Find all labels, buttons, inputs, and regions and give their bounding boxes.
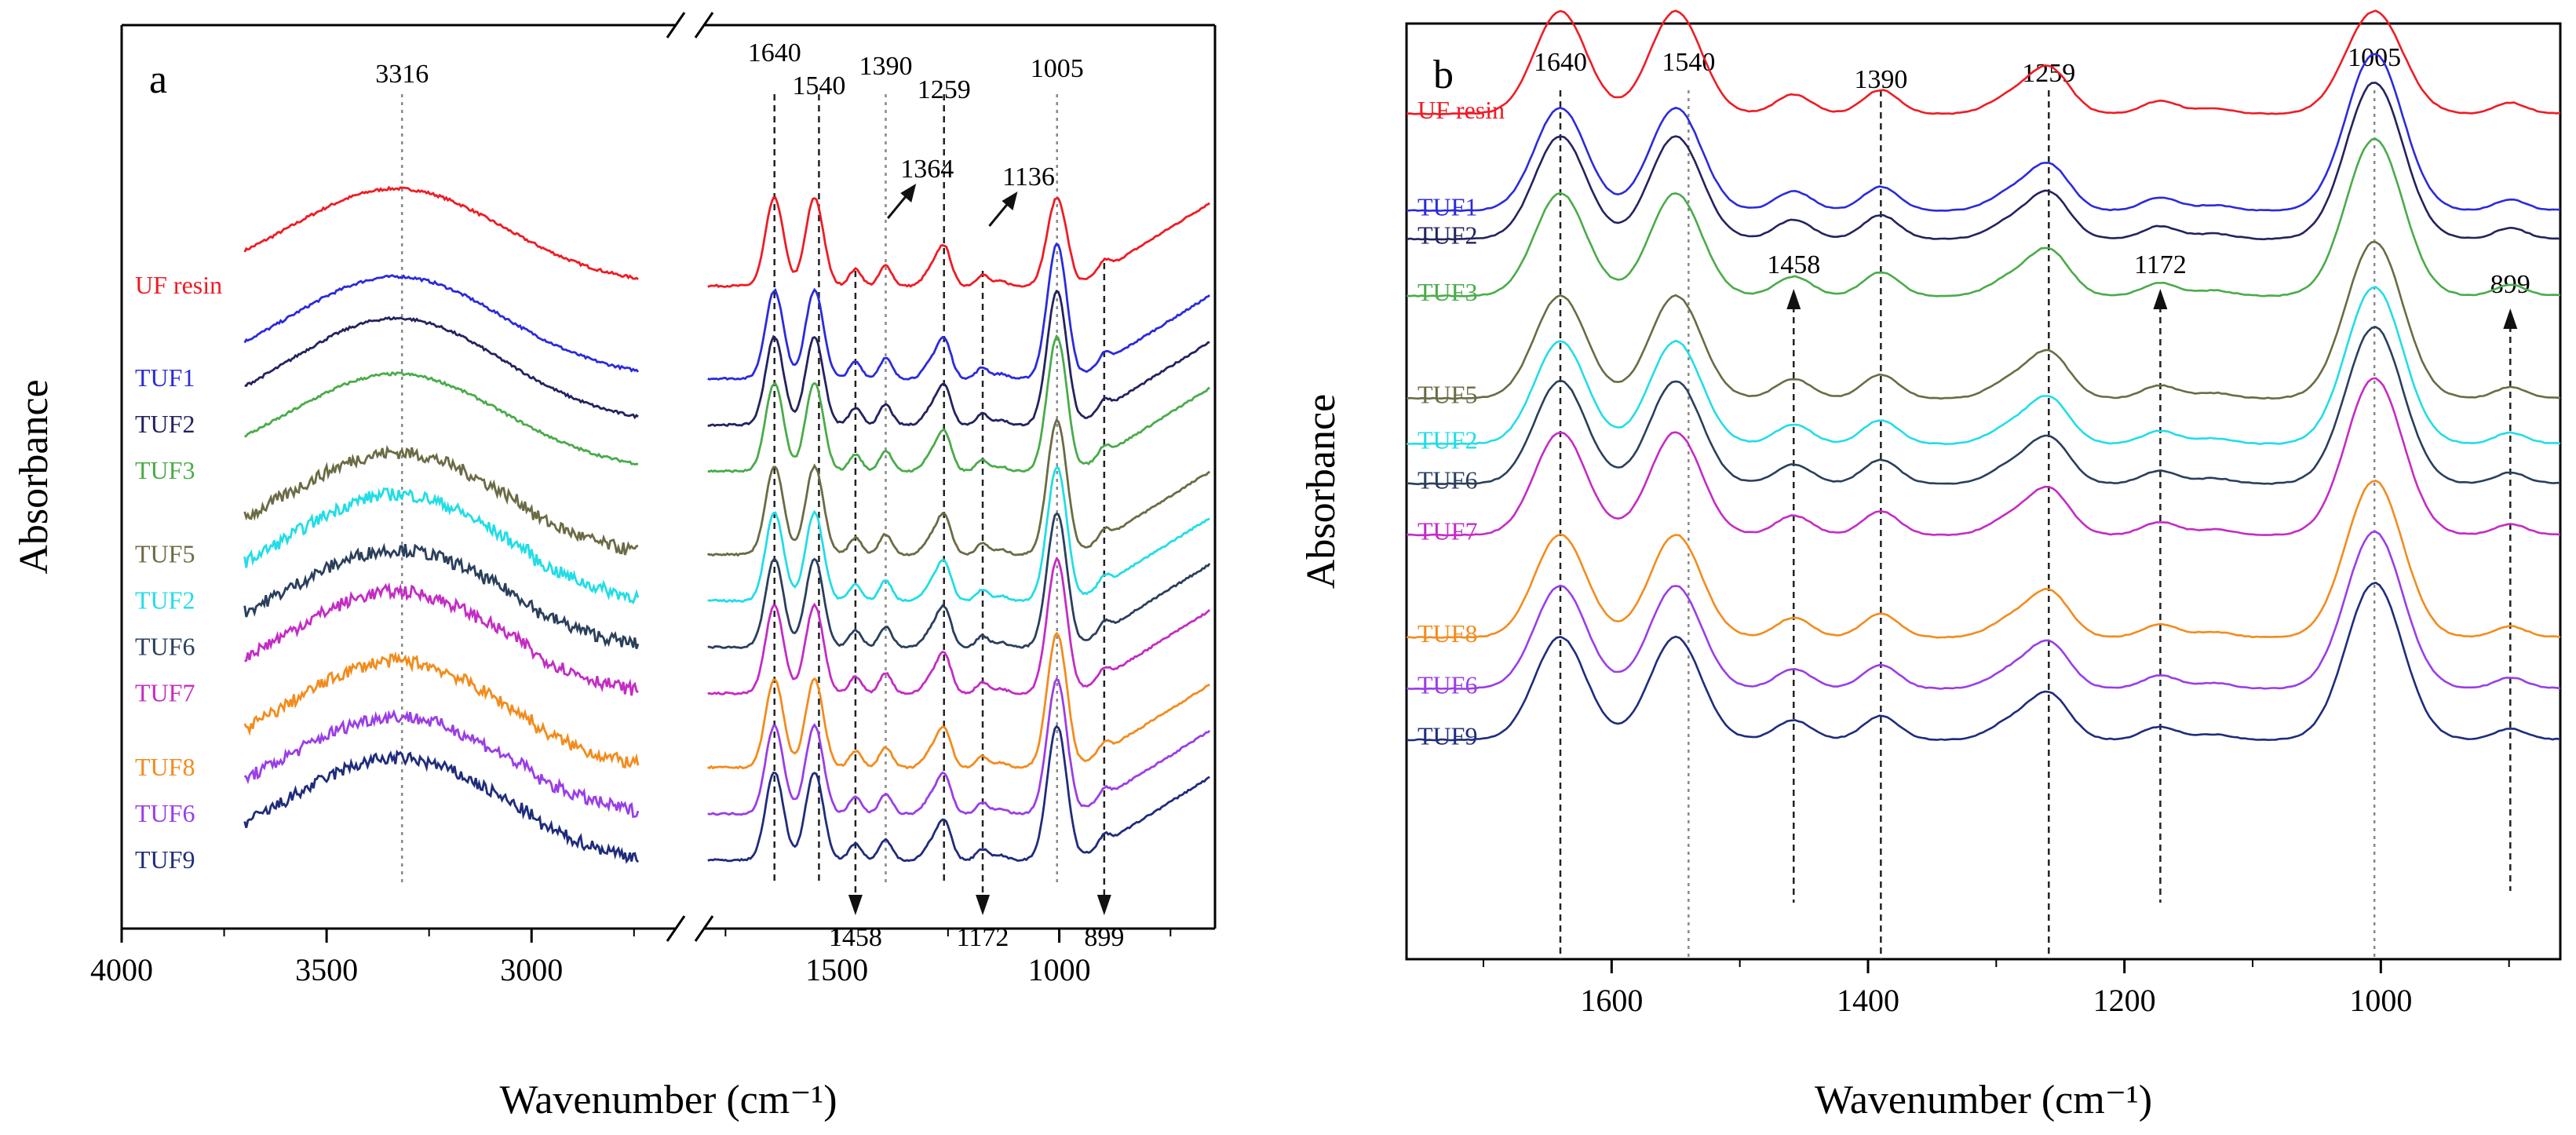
spectrum-line <box>244 289 1210 427</box>
peak-label: 3316 <box>375 60 429 89</box>
spectrum-line <box>1407 286 2561 446</box>
peak-label: 1640 <box>1534 48 1587 77</box>
series-label: UF resin <box>135 271 222 299</box>
axis-break-mark <box>694 915 714 942</box>
series-label: TUF5 <box>135 539 195 568</box>
peak-label: 1390 <box>859 52 912 81</box>
series-label: TUF3 <box>1418 278 1477 306</box>
peak-label: 1364 <box>900 155 954 184</box>
axis-break-mark <box>694 12 714 38</box>
arrow-head <box>900 184 917 203</box>
y-axis-label: Absorbance <box>12 379 57 574</box>
spectrum-line <box>243 512 1211 650</box>
spectrum-line <box>243 465 1210 605</box>
peak-label: 1640 <box>748 38 801 68</box>
series-label: TUF6 <box>1418 670 1477 699</box>
spectrum-line <box>244 557 1211 696</box>
x-tick-label: 3500 <box>295 952 358 987</box>
arrow-head <box>2503 308 2518 329</box>
x-tick-label: 1000 <box>1028 952 1091 987</box>
series-label: TUF8 <box>1418 619 1477 648</box>
peak-label: 1005 <box>1031 54 1084 83</box>
x-axis-label: Wavenumber (cm⁻¹) <box>1815 1078 2152 1122</box>
arrow-head <box>2153 289 2168 309</box>
series-label: TUF2 <box>135 586 195 614</box>
x-tick-label: 4000 <box>90 952 153 987</box>
spectrum-line <box>1406 137 2561 297</box>
series-label: TUF1 <box>135 363 195 392</box>
spectrum-line <box>243 724 1210 864</box>
series-label: TUF6 <box>135 799 195 827</box>
spectrum-line <box>243 185 1210 288</box>
arrow-head <box>1002 192 1018 210</box>
x-tick-label: 3000 <box>500 952 563 987</box>
series-label: TUF2 <box>135 410 195 438</box>
series-label: TUF9 <box>135 845 195 874</box>
panel-label: a <box>149 57 167 102</box>
series-label: UF resin <box>1418 96 1505 124</box>
series-label: TUF3 <box>135 456 195 484</box>
spectrum-line <box>1406 581 2561 742</box>
peak-label: 1540 <box>1662 48 1715 77</box>
peak-label: 899 <box>1084 923 1124 952</box>
x-tick-label: 1200 <box>2093 983 2156 1018</box>
series-label: TUF6 <box>135 632 195 660</box>
arrow-head <box>1096 895 1111 915</box>
arrow-head <box>1786 289 1801 309</box>
spectrum-line <box>1406 241 2561 400</box>
axis-break-mark <box>666 915 686 942</box>
panel-a: 4000 3500 3000 1500 1000 Wavenumber (cm⁻¹) Abs… <box>12 12 1217 1122</box>
series-label: TUF2 <box>1418 426 1477 454</box>
series-label: TUF1 <box>1418 192 1477 221</box>
series-label: TUF7 <box>1418 517 1477 546</box>
peak-label: 1458 <box>829 923 882 952</box>
peak-label: 1172 <box>2134 250 2187 279</box>
y-axis-label: Absorbance <box>1299 394 1344 589</box>
x-tick-label: 1600 <box>1580 983 1643 1018</box>
x-tick-label: 1500 <box>805 952 868 987</box>
spectrum-line <box>243 677 1211 818</box>
series-label: TUF6 <box>1418 465 1477 494</box>
arrow-head <box>976 895 991 915</box>
series-label: TUF9 <box>1418 722 1477 750</box>
arrow-head <box>848 895 863 915</box>
spectrum-line <box>1406 326 2561 486</box>
series-label: TUF8 <box>135 753 195 781</box>
spectrum-line <box>1406 9 2561 115</box>
spectrum-line <box>243 418 1211 557</box>
peak-label: 1259 <box>918 75 971 104</box>
series-label: TUF7 <box>135 678 195 706</box>
x-axis-label: Wavenumber (cm⁻¹) <box>499 1078 837 1122</box>
peak-label: 1005 <box>2348 43 2401 72</box>
series-label: TUF2 <box>1418 221 1477 250</box>
peak-label: 1172 <box>957 923 1009 952</box>
spectrum-line <box>1406 531 2561 691</box>
peak-label: 1136 <box>1002 162 1055 192</box>
spectrum-line <box>243 631 1210 770</box>
spectrum-line <box>243 242 1210 381</box>
spectrum-line <box>1406 82 2561 241</box>
spectrum-line <box>1406 53 2561 213</box>
plot-frame <box>1405 22 2562 961</box>
peak-label: 1458 <box>1767 250 1820 279</box>
x-tick-label: 1000 <box>2349 983 2412 1018</box>
peak-label: 1540 <box>792 71 845 100</box>
spectrum-line <box>1407 480 2561 639</box>
series-label: TUF5 <box>1418 381 1477 409</box>
panel-b: 1600 1400 1200 1000 Wavenumber (cm⁻¹) Absorba… <box>1299 9 2562 1122</box>
panel-label: b <box>1433 53 1454 97</box>
axis-break-mark <box>666 12 686 38</box>
spectrum-line <box>243 334 1210 473</box>
x-tick-label: 1400 <box>1837 983 1899 1018</box>
spectrum-line <box>1406 377 2561 537</box>
